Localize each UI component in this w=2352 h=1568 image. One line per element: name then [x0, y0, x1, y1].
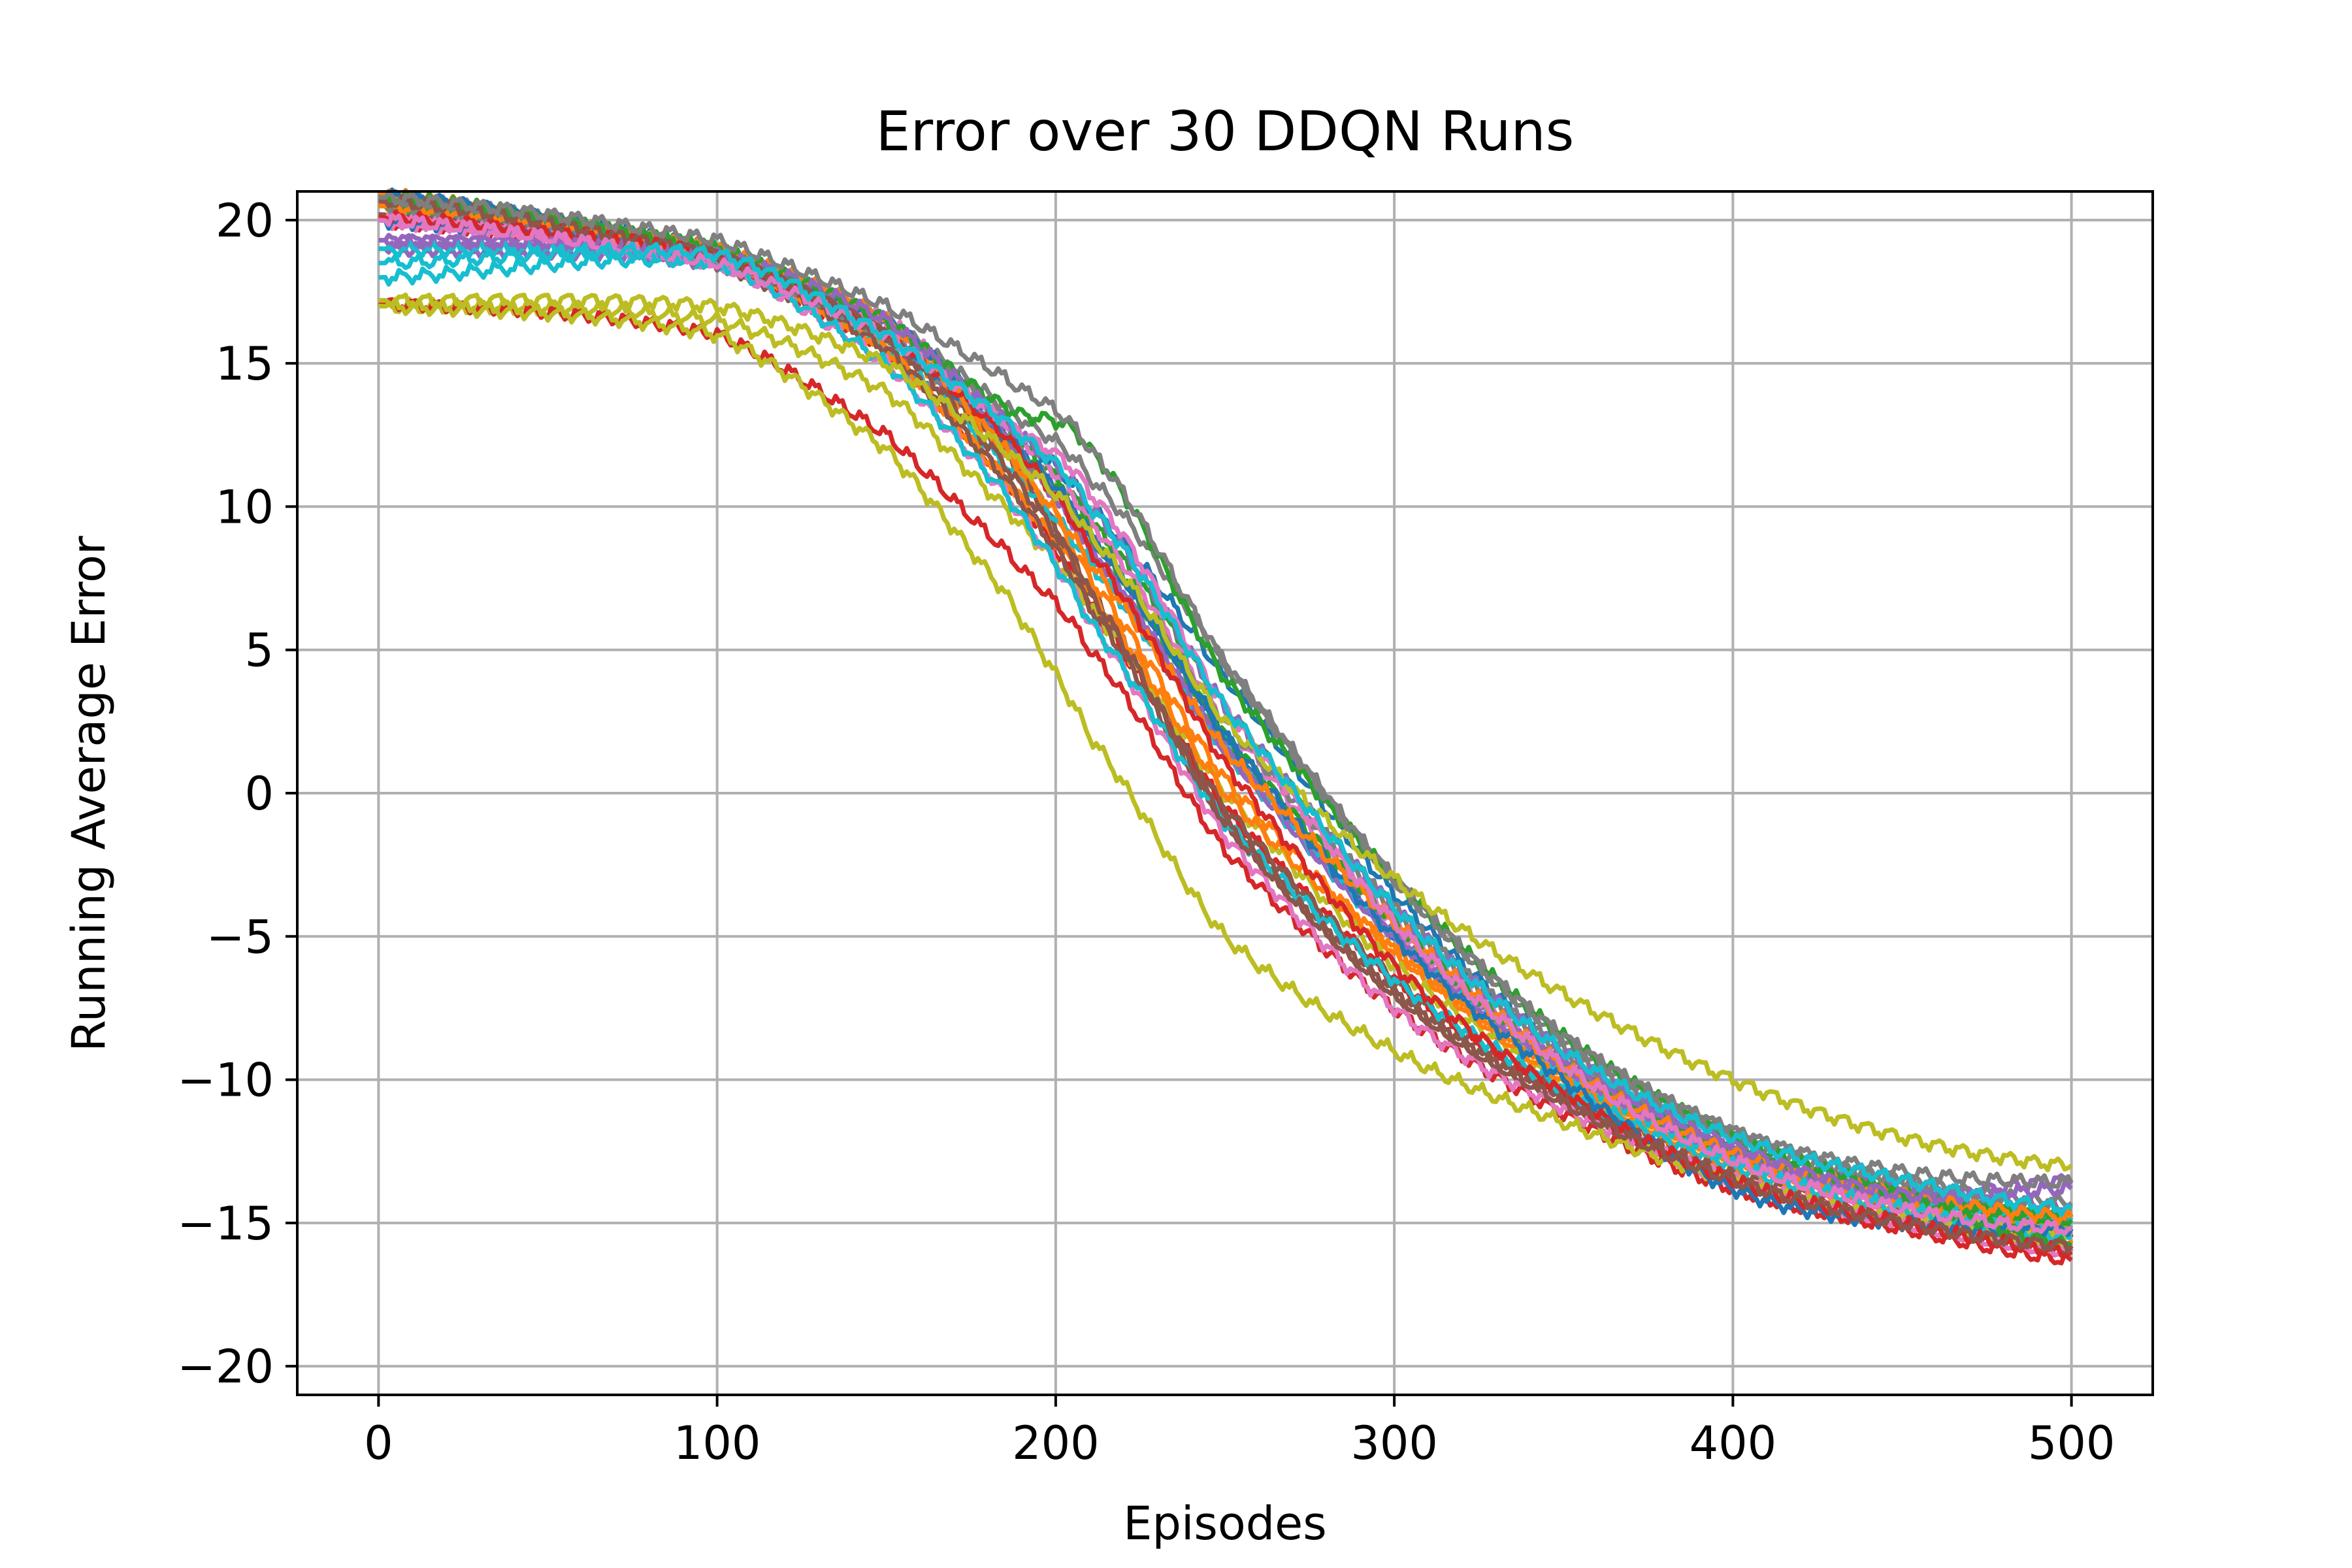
- y-axis-label: Running Average Error: [62, 536, 116, 1052]
- series-line: [378, 190, 2074, 1189]
- y-tick-label: −20: [177, 1340, 274, 1394]
- x-tick-label: 0: [364, 1416, 393, 1470]
- x-tick-label: 100: [674, 1416, 761, 1470]
- y-tick-label: −10: [177, 1054, 274, 1107]
- y-tick-label: −5: [206, 910, 274, 964]
- y-tick-label: 15: [216, 337, 274, 391]
- y-tick-label: 5: [244, 624, 274, 678]
- series-line: [378, 241, 2073, 1217]
- x-tick-label: 200: [1012, 1416, 1100, 1470]
- y-tick-label: 20: [216, 194, 274, 248]
- series-layer: [378, 188, 2074, 1266]
- series-line: [378, 296, 2072, 1237]
- series-line: [378, 297, 2073, 1266]
- series-line: [378, 212, 2074, 1237]
- x-tick-label: 500: [2028, 1416, 2115, 1470]
- series-line: [378, 292, 2073, 1173]
- chart-title: Error over 30 DDQN Runs: [876, 99, 1575, 163]
- series-line: [378, 193, 2074, 1254]
- y-tick-label: 0: [244, 767, 274, 821]
- y-tick-label: −15: [177, 1197, 274, 1250]
- x-axis-label: Episodes: [1123, 1497, 1326, 1550]
- x-tick-label: 400: [1690, 1416, 1777, 1470]
- y-tick-label: 10: [216, 480, 274, 534]
- tick-layer: 0 100 200 300 400 500 20 15 10 5 0 −5 −10 −15 −20: [177, 194, 2115, 1470]
- x-tick-label: 300: [1350, 1416, 1438, 1470]
- series-line: [378, 213, 2074, 1239]
